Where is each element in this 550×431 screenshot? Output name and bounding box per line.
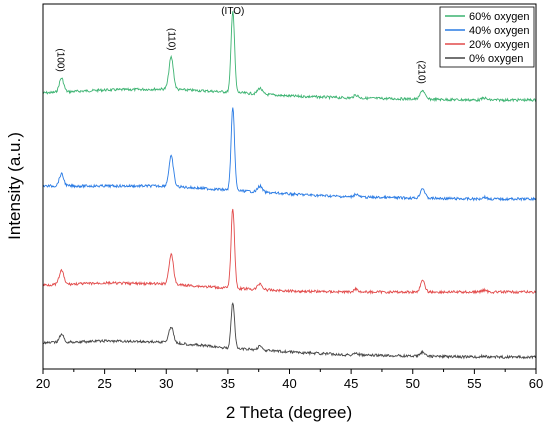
x-tick-label: 50	[406, 376, 420, 391]
peak-label: (110)	[165, 28, 176, 51]
x-tick-label: 55	[467, 376, 481, 391]
x-tick-label: 35	[221, 376, 235, 391]
x-tick-label: 25	[97, 376, 111, 391]
legend-label: 40% oxygen	[469, 25, 530, 37]
legend-label: 0% oxygen	[469, 53, 523, 65]
x-tick-label: 60	[529, 376, 543, 391]
legend-label: 60% oxygen	[469, 11, 530, 23]
peak-label: (ITO)	[221, 6, 244, 17]
x-axis-title: 2 Theta (degree)	[226, 403, 352, 422]
peak-label: (100)	[54, 48, 65, 71]
y-axis-title: Intensity (a.u.)	[5, 132, 24, 240]
peak-label: (210)	[416, 60, 427, 83]
series-line-3	[42, 302, 537, 360]
x-tick-label: 45	[344, 376, 358, 391]
x-axis-ticks: 20 25 30 35 40 45 50 55 60	[36, 369, 543, 391]
x-tick-label: 40	[282, 376, 296, 391]
legend: 60% oxygen 40% oxygen 20% oxygen 0% oxygen	[439, 6, 535, 68]
series-line-0	[42, 11, 537, 103]
series-line-1	[42, 107, 537, 202]
legend-box	[439, 6, 535, 68]
legend-label: 20% oxygen	[469, 39, 530, 51]
x-tick-label: 20	[36, 376, 50, 391]
series-layer	[42, 11, 537, 360]
peak-labels: (100) (110) (ITO) (210)	[54, 6, 426, 84]
x-tick-label: 30	[159, 376, 173, 391]
series-line-2	[42, 208, 537, 295]
